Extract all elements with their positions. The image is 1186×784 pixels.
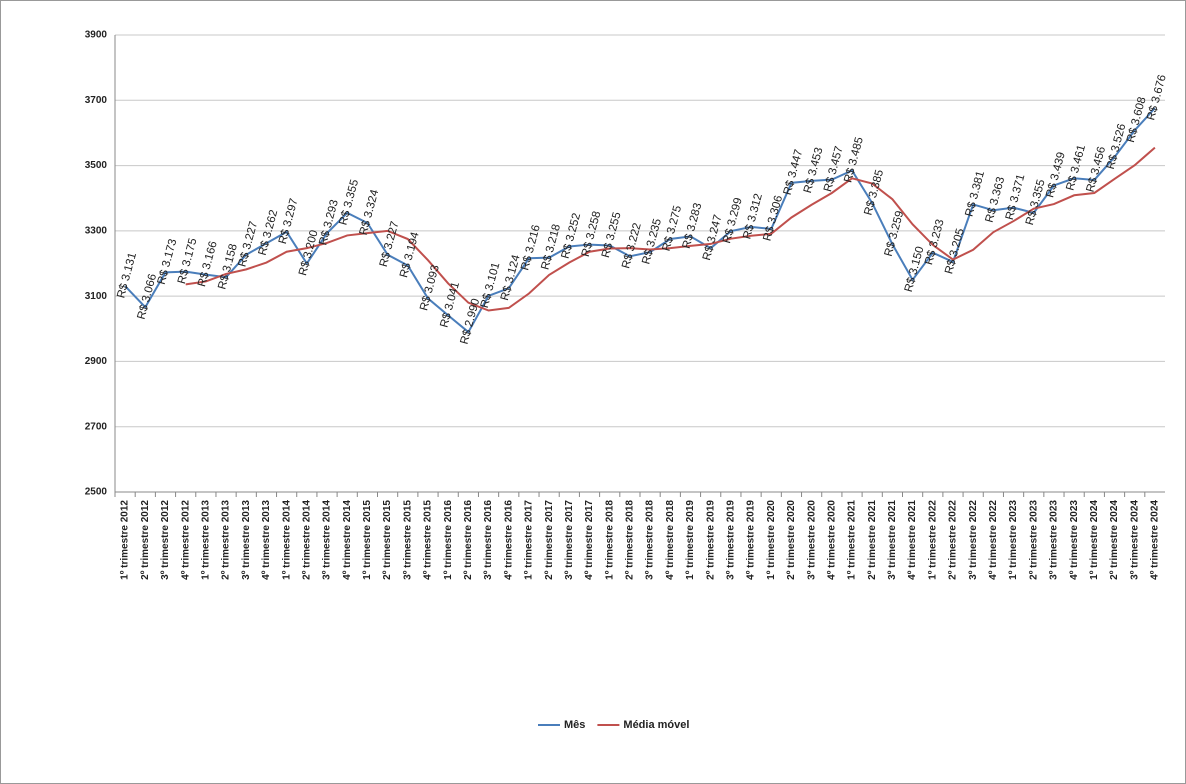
x-tick-label: 4º trimestre 2021 <box>907 500 918 580</box>
series-line <box>185 146 1156 312</box>
x-tick-label: 1º trimestre 2013 <box>201 500 212 580</box>
x-tick-label: 4º trimestre 2024 <box>1150 500 1161 580</box>
x-tick-label: 3º trimestre 2013 <box>241 500 252 580</box>
x-tick-label: 3º trimestre 2022 <box>968 500 979 580</box>
y-tick-label: 3700 <box>85 95 108 106</box>
y-tick-label: 2700 <box>85 421 108 432</box>
x-tick-label: 2º trimestre 2013 <box>221 500 232 580</box>
y-tick-label: 3900 <box>85 30 108 41</box>
x-tick-label: 4º trimestre 2017 <box>584 500 595 580</box>
x-tick-label: 1º trimestre 2022 <box>927 500 938 580</box>
x-tick-label: 1º trimestre 2021 <box>847 500 858 580</box>
x-tick-label: 2º trimestre 2024 <box>1109 500 1120 580</box>
x-tick-label: 4º trimestre 2019 <box>746 500 757 580</box>
x-tick-label: 1º trimestre 2019 <box>685 500 696 580</box>
x-tick-label: 2º trimestre 2021 <box>867 500 878 580</box>
x-tick-label: 2º trimestre 2012 <box>140 500 151 580</box>
x-tick-label: 3º trimestre 2016 <box>483 500 494 580</box>
x-tick-label: 4º trimestre 2014 <box>342 500 353 580</box>
x-tick-label: 1º trimestre 2015 <box>362 500 373 580</box>
x-tick-label: 2º trimestre 2023 <box>1028 500 1039 580</box>
x-tick-label: 1º trimestre 2018 <box>604 500 615 580</box>
x-tick-label: 3º trimestre 2019 <box>726 500 737 580</box>
x-tick-label: 4º trimestre 2013 <box>261 500 272 580</box>
x-tick-label: 1º trimestre 2014 <box>281 500 292 580</box>
x-tick-label: 3º trimestre 2023 <box>1049 500 1060 580</box>
legend-label: Média móvel <box>623 719 689 731</box>
y-tick-label: 3300 <box>85 225 108 236</box>
x-tick-label: 4º trimestre 2020 <box>826 500 837 580</box>
x-tick-label: 3º trimestre 2015 <box>402 500 413 580</box>
y-tick-label: 2900 <box>85 356 108 367</box>
x-tick-label: 3º trimestre 2020 <box>806 500 817 580</box>
series-line <box>124 107 1156 334</box>
y-tick-label: 3500 <box>85 160 108 171</box>
x-tick-label: 3º trimestre 2021 <box>887 500 898 580</box>
x-tick-label: 4º trimestre 2022 <box>988 500 999 580</box>
x-tick-label: 4º trimestre 2023 <box>1069 500 1080 580</box>
x-tick-label: 4º trimestre 2016 <box>503 500 514 580</box>
x-tick-label: 2º trimestre 2022 <box>948 500 959 580</box>
x-tick-label: 1º trimestre 2023 <box>1008 500 1019 580</box>
x-tick-label: 3º trimestre 2017 <box>564 500 575 580</box>
x-tick-label: 1º trimestre 2020 <box>766 500 777 580</box>
x-tick-label: 3º trimestre 2012 <box>160 500 171 580</box>
legend-label: Mês <box>564 719 585 731</box>
x-tick-label: 3º trimestre 2018 <box>645 500 656 580</box>
x-tick-label: 2º trimestre 2016 <box>463 500 474 580</box>
x-tick-label: 2º trimestre 2017 <box>544 500 555 580</box>
x-tick-label: 2º trimestre 2018 <box>625 500 636 580</box>
x-tick-label: 2º trimestre 2019 <box>705 500 716 580</box>
x-tick-label: 1º trimestre 2012 <box>120 500 131 580</box>
x-tick-label: 4º trimestre 2012 <box>180 500 191 580</box>
x-tick-label: 4º trimestre 2018 <box>665 500 676 580</box>
x-tick-label: 4º trimestre 2015 <box>423 500 434 580</box>
y-tick-label: 2500 <box>85 487 108 498</box>
x-tick-label: 1º trimestre 2017 <box>524 500 535 580</box>
x-tick-label: 3º trimestre 2014 <box>322 500 333 580</box>
x-tick-label: 2º trimestre 2014 <box>301 500 312 580</box>
y-tick-label: 3100 <box>85 291 108 302</box>
x-tick-label: 2º trimestre 2015 <box>382 500 393 580</box>
x-tick-label: 3º trimestre 2024 <box>1129 500 1140 580</box>
x-tick-label: 2º trimestre 2020 <box>786 500 797 580</box>
x-tick-label: 1º trimestre 2024 <box>1089 500 1100 580</box>
x-tick-label: 1º trimestre 2016 <box>443 500 454 580</box>
